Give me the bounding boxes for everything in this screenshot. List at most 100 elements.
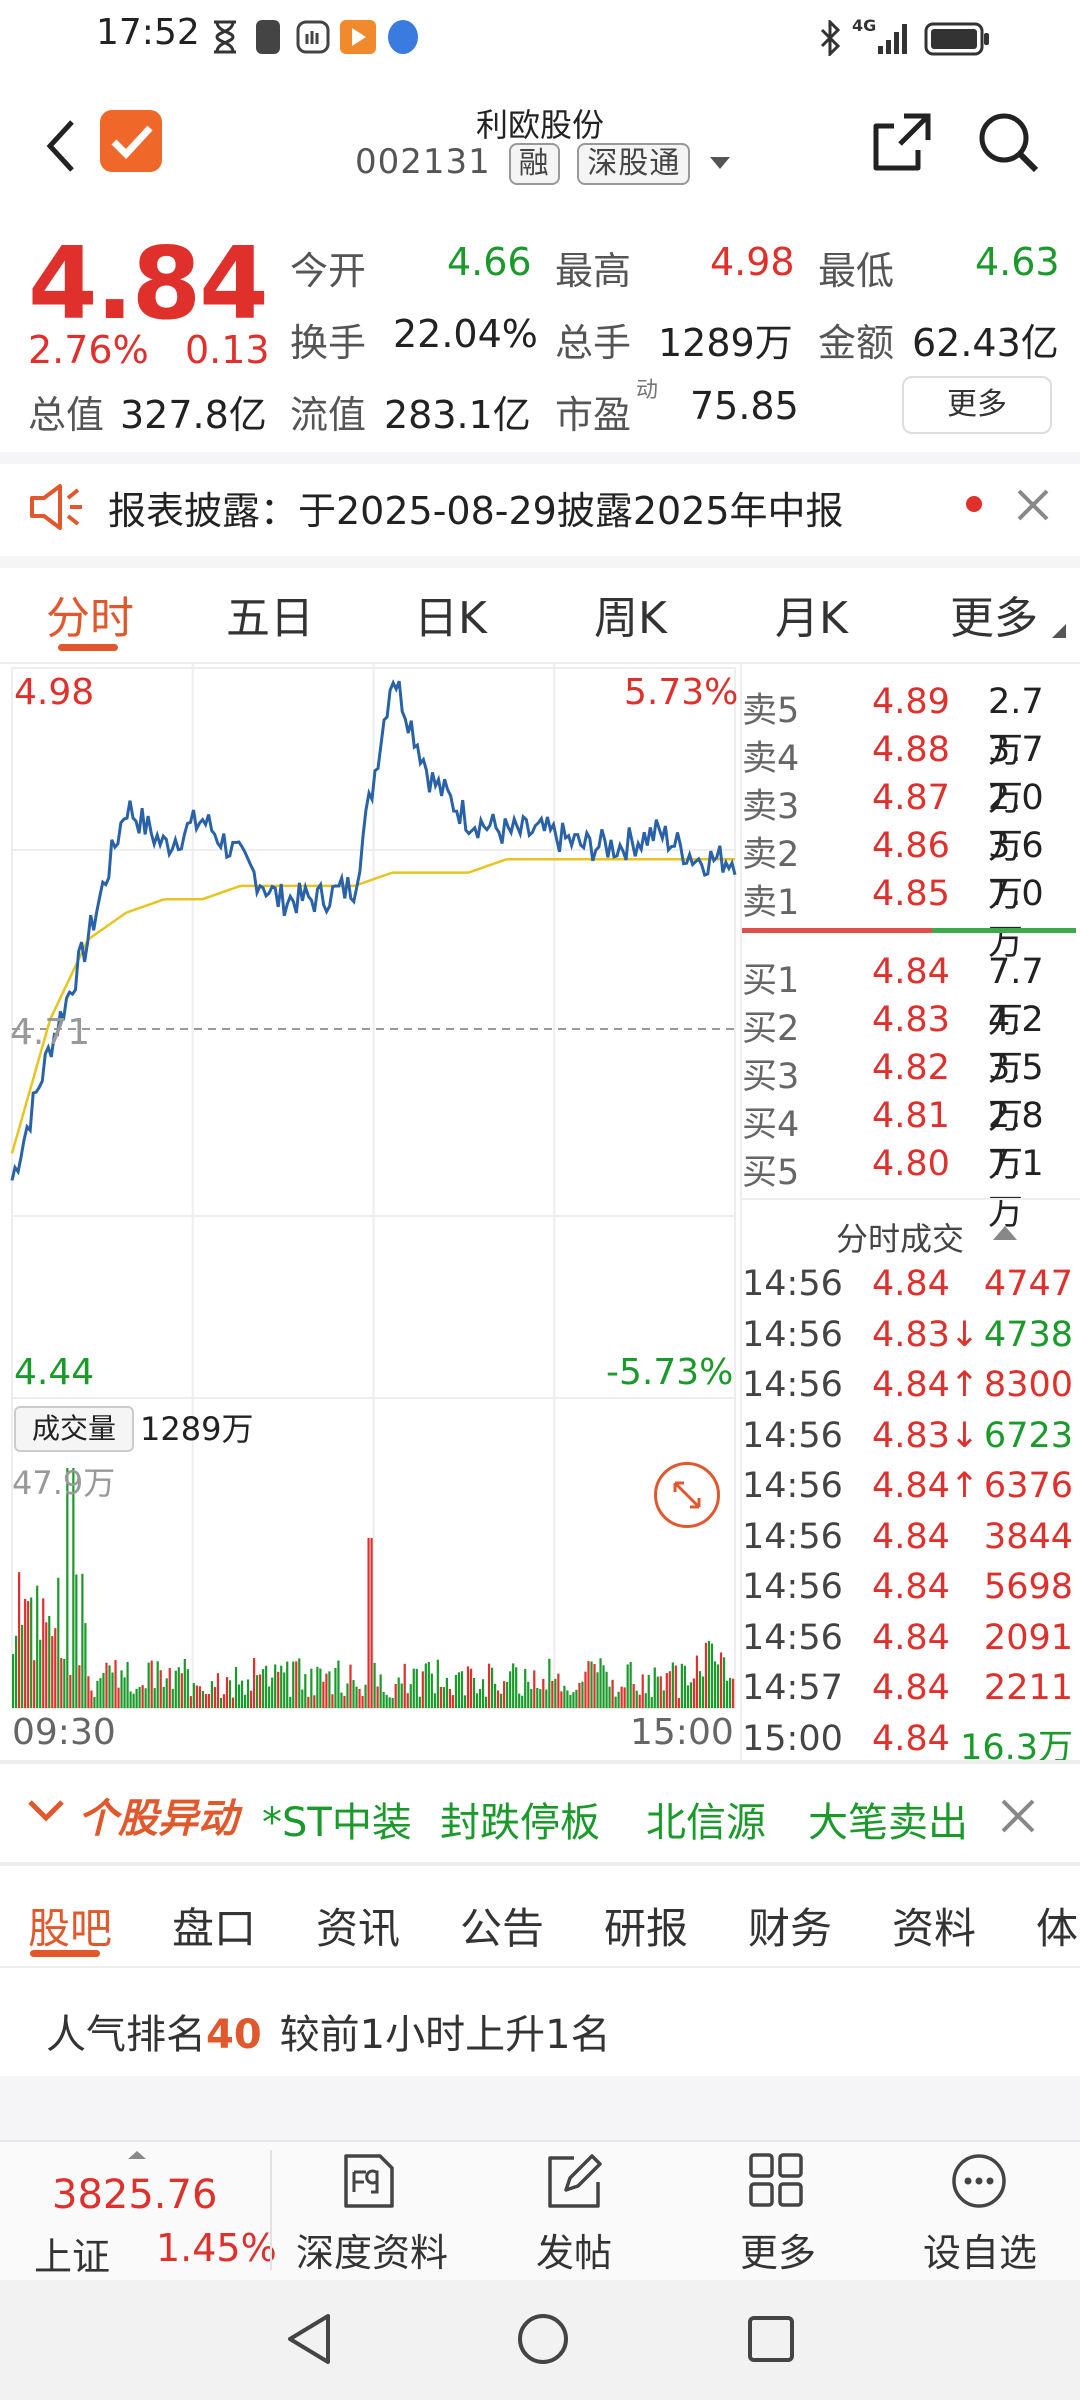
- volume-bar: [560, 1691, 563, 1708]
- abnormal-tag[interactable]: 封跌停板: [440, 1800, 600, 1846]
- ask-row[interactable]: 卖1 4.85 7.0万: [742, 874, 1077, 963]
- volume-bar: [382, 1691, 385, 1708]
- volume-bar: [234, 1667, 238, 1708]
- low-value: 4.63: [975, 240, 1060, 284]
- post-button[interactable]: 发帖: [535, 2231, 612, 2275]
- tab-announcements[interactable]: 公告: [460, 1904, 545, 1953]
- tab-guba[interactable]: 股吧: [28, 1904, 113, 1953]
- tab-indicator: [58, 644, 118, 651]
- volume-bar: [189, 1696, 192, 1708]
- bid-row[interactable]: 买4 4.81 2.8万: [742, 1096, 1077, 1185]
- mcap-value: 327.8亿: [120, 393, 267, 437]
- bid-label: 买4: [742, 1105, 800, 1145]
- close-icon[interactable]: [1000, 1798, 1036, 1838]
- tab-monthly-k[interactable]: 月K: [775, 593, 848, 644]
- volume-bar: [18, 1572, 21, 1708]
- popularity-row[interactable]: 人气排名40 较前1小时上升1名: [46, 2002, 611, 2060]
- abnormal-tag[interactable]: 北信源: [646, 1800, 766, 1846]
- time-start: 09:30: [12, 1712, 116, 1753]
- add-watchlist-button[interactable]: 设自选: [922, 2231, 1037, 2275]
- nav-back-icon[interactable]: [284, 2312, 334, 2370]
- volume-bar: [385, 1694, 388, 1708]
- tab-pankou[interactable]: 盘口: [172, 1904, 257, 1953]
- bid-row[interactable]: 买2 4.83 4.2万: [742, 1000, 1077, 1089]
- tab-intraday[interactable]: 分时: [46, 593, 134, 644]
- trades-title[interactable]: 分时成交: [836, 1220, 965, 1258]
- volume-bar: [539, 1689, 542, 1708]
- volume-bar: [168, 1668, 171, 1708]
- volume-bar: [120, 1670, 123, 1708]
- chevron-down-icon[interactable]: [26, 1794, 66, 1832]
- volume-bar: [605, 1671, 608, 1708]
- tab-5day[interactable]: 五日: [226, 593, 314, 644]
- volume-bar: [409, 1684, 412, 1708]
- volume-bar: [216, 1673, 220, 1708]
- abnormal-tag[interactable]: *ST中装: [262, 1800, 412, 1846]
- back-button[interactable]: [46, 118, 76, 178]
- notice-text[interactable]: 报表披露：于2025-08-29披露2025年中报: [108, 489, 844, 533]
- tab-more[interactable]: 更多: [950, 593, 1038, 644]
- volume-bar: [433, 1693, 436, 1708]
- share-icon[interactable]: [870, 110, 934, 178]
- volume-bar: [596, 1672, 599, 1708]
- divider: [0, 662, 1080, 664]
- ask-row[interactable]: 卖2 4.86 3.6万: [742, 826, 1077, 915]
- ask-price: 4.88: [872, 730, 950, 770]
- bid-row[interactable]: 买3 4.82 3.5万: [742, 1048, 1077, 1137]
- tab-weekly-k[interactable]: 周K: [594, 593, 667, 644]
- trade-price: 4.84↑: [872, 1365, 980, 1405]
- volume-bar: [445, 1677, 448, 1708]
- volume-bar: [704, 1642, 708, 1708]
- tab-news[interactable]: 资讯: [316, 1904, 401, 1953]
- expand-icon[interactable]: [654, 1462, 720, 1528]
- volume-bar: [246, 1679, 250, 1708]
- volume-bar: [521, 1695, 524, 1708]
- volume-bar: [177, 1667, 180, 1708]
- volume-tab[interactable]: 成交量: [14, 1406, 134, 1452]
- more-quote-button[interactable]: 更多: [902, 376, 1052, 434]
- index-value[interactable]: 3825.76: [52, 2172, 218, 2218]
- deep-data-button[interactable]: 深度资料: [295, 2231, 448, 2275]
- ask-row[interactable]: 卖4 4.88 3.7万: [742, 730, 1077, 819]
- volume-bar: [451, 1695, 455, 1708]
- volume-bar: [117, 1687, 120, 1708]
- bid-row[interactable]: 买5 4.80 7.1万: [742, 1144, 1077, 1233]
- volume-bar: [494, 1683, 497, 1708]
- volume-bar: [331, 1694, 334, 1708]
- volume-bar: [265, 1665, 268, 1708]
- volume-bar: [358, 1688, 361, 1708]
- tab-overflow[interactable]: 体: [1036, 1904, 1079, 1953]
- chevron-down-icon[interactable]: [708, 142, 732, 182]
- nav-home-icon[interactable]: [516, 2312, 570, 2370]
- volume-bar: [397, 1677, 400, 1708]
- time-end: 15:00: [630, 1712, 734, 1753]
- trade-time: 14:56: [742, 1314, 843, 1355]
- search-icon[interactable]: [976, 110, 1040, 178]
- tab-indicator: [30, 1950, 100, 1957]
- close-icon[interactable]: [1016, 488, 1050, 526]
- trade-row: 14:56 4.84 5698: [742, 1567, 1077, 1617]
- tab-profile[interactable]: 资料: [892, 1904, 977, 1953]
- signal-icon: [876, 20, 914, 60]
- triangle-up-icon: [992, 1224, 1018, 1246]
- ask-row[interactable]: 卖5 4.89 2.7万: [742, 682, 1077, 771]
- volume-bar: [21, 1624, 24, 1708]
- more-button[interactable]: 更多: [739, 2231, 816, 2275]
- bid-row[interactable]: 买1 4.84 7.7万: [742, 952, 1077, 1041]
- volume-bar: [147, 1662, 150, 1708]
- volume-bar: [63, 1658, 66, 1708]
- abnormal-tag[interactable]: 大笔卖出: [808, 1800, 968, 1846]
- ask-price: 4.85: [872, 874, 950, 914]
- ask-row[interactable]: 卖3 4.87 2.0万: [742, 778, 1077, 867]
- volume-bar: [355, 1686, 358, 1708]
- watchlist-check-icon[interactable]: [100, 110, 162, 172]
- tab-daily-k[interactable]: 日K: [414, 593, 487, 644]
- trade-time: 15:00: [742, 1718, 843, 1759]
- volume-bar: [611, 1679, 614, 1708]
- intraday-chart[interactable]: [0, 664, 740, 1764]
- tab-finance[interactable]: 财务: [748, 1904, 833, 1953]
- nav-recents-icon[interactable]: [746, 2314, 796, 2368]
- volume-bar: [207, 1693, 211, 1708]
- volume-bar: [487, 1663, 491, 1708]
- tab-research[interactable]: 研报: [604, 1904, 689, 1953]
